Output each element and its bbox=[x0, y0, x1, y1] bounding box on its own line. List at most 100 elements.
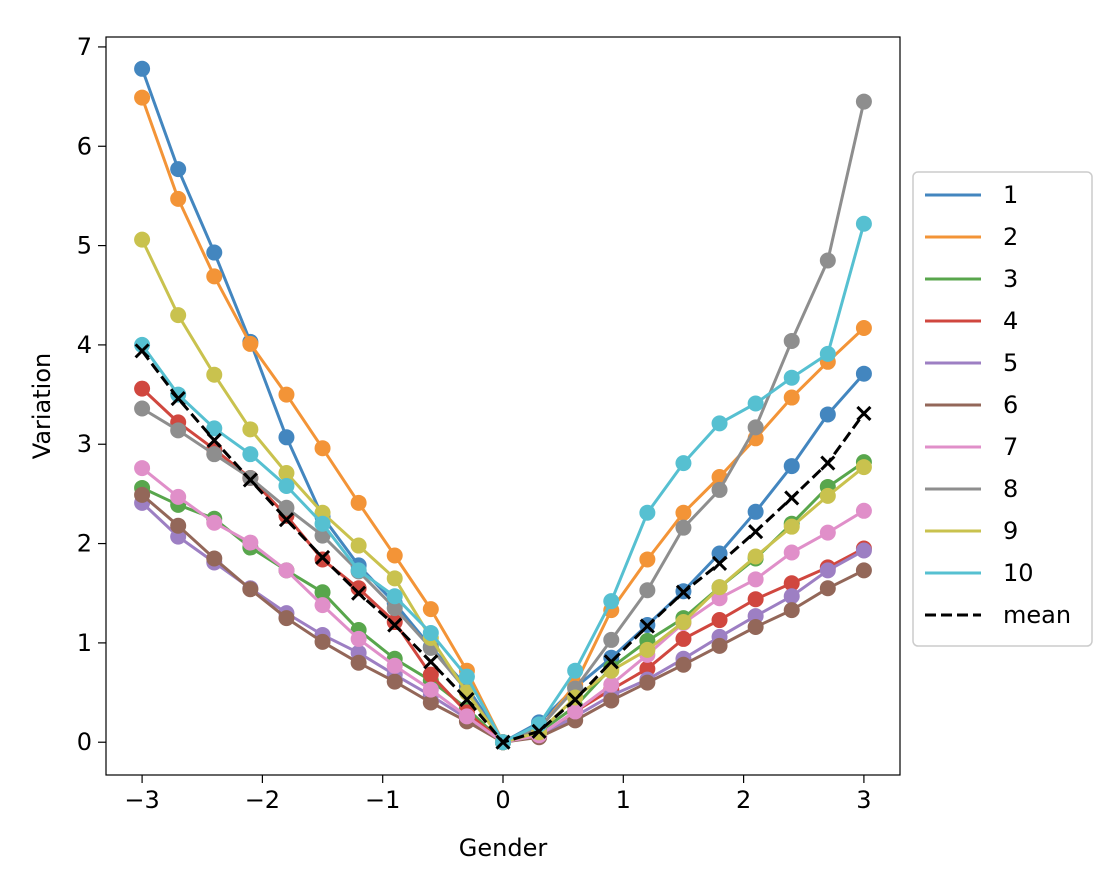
data-point-8 bbox=[206, 446, 223, 463]
data-point-9 bbox=[711, 579, 728, 596]
legend-item-1: 1 bbox=[925, 181, 1018, 209]
data-point-4 bbox=[386, 614, 403, 631]
data-point-8 bbox=[675, 519, 692, 536]
plot-series bbox=[134, 60, 872, 751]
data-point-9 bbox=[855, 459, 872, 476]
data-point-10 bbox=[639, 504, 656, 521]
data-point-mean bbox=[603, 654, 619, 670]
x-tick-label: −3 bbox=[124, 786, 159, 814]
data-point-4 bbox=[711, 612, 728, 629]
data-point-4 bbox=[747, 591, 764, 608]
y-tick-label: 3 bbox=[77, 430, 92, 458]
data-point-mean bbox=[820, 455, 836, 471]
data-point-7 bbox=[170, 488, 187, 505]
data-point-9 bbox=[675, 614, 692, 631]
data-point-6 bbox=[819, 580, 836, 597]
data-point-7 bbox=[134, 460, 151, 477]
legend-item-6: 6 bbox=[925, 391, 1018, 419]
x-tick-label: 2 bbox=[736, 786, 751, 814]
data-point-6 bbox=[603, 692, 620, 709]
legend-box bbox=[912, 171, 1093, 647]
data-point-8 bbox=[639, 582, 656, 599]
data-point-9 bbox=[639, 641, 656, 658]
y-tick-label: 6 bbox=[77, 132, 92, 160]
data-point-mean bbox=[748, 524, 764, 540]
data-point-5 bbox=[855, 542, 872, 559]
data-point-mean bbox=[856, 405, 872, 422]
data-point-1 bbox=[278, 429, 295, 446]
data-point-6 bbox=[206, 550, 223, 567]
data-point-mean bbox=[784, 490, 800, 506]
data-point-7 bbox=[314, 597, 331, 614]
data-point-8 bbox=[170, 422, 187, 439]
data-point-9 bbox=[603, 662, 620, 679]
x-tick-label: 3 bbox=[856, 786, 871, 814]
data-point-10 bbox=[350, 562, 367, 579]
series-mean bbox=[134, 343, 872, 750]
data-point-8 bbox=[278, 499, 295, 516]
data-point-10 bbox=[675, 455, 692, 472]
data-point-5 bbox=[783, 588, 800, 605]
data-point-1 bbox=[783, 458, 800, 475]
data-point-1 bbox=[819, 406, 836, 423]
y-tick-label: 1 bbox=[77, 629, 92, 657]
data-point-1 bbox=[170, 161, 187, 178]
data-point-mean bbox=[242, 472, 258, 488]
data-point-mean bbox=[134, 343, 150, 359]
data-point-mean bbox=[278, 512, 295, 528]
legend-label: 8 bbox=[1003, 475, 1018, 503]
data-point-6 bbox=[639, 674, 656, 691]
data-point-2 bbox=[639, 551, 656, 568]
data-point-2 bbox=[783, 389, 800, 406]
legend-label: 7 bbox=[1003, 433, 1018, 461]
data-point-6 bbox=[675, 656, 692, 673]
data-point-7 bbox=[855, 502, 872, 519]
y-tick-label: 0 bbox=[77, 728, 92, 756]
x-tick-label: 1 bbox=[616, 786, 631, 814]
data-point-8 bbox=[603, 631, 620, 648]
data-point-2 bbox=[242, 335, 259, 352]
data-point-7 bbox=[422, 681, 439, 698]
data-point-mean bbox=[675, 584, 692, 600]
legend: 1 2 3 4 5 6 7 8 9 10 mean bbox=[912, 171, 1093, 647]
data-point-8 bbox=[819, 252, 836, 269]
legend-label: 6 bbox=[1003, 391, 1018, 419]
data-point-10 bbox=[422, 624, 439, 641]
data-point-2 bbox=[422, 601, 439, 618]
data-point-mean bbox=[170, 390, 186, 407]
data-point-1 bbox=[134, 60, 151, 77]
data-point-1 bbox=[747, 503, 764, 520]
data-point-6 bbox=[783, 602, 800, 619]
data-point-mean bbox=[387, 617, 403, 633]
y-tick-label: 5 bbox=[77, 232, 92, 260]
data-point-2 bbox=[170, 190, 187, 207]
x-tick-label: 0 bbox=[495, 786, 510, 814]
y-tick-label: 4 bbox=[77, 331, 92, 359]
data-point-2 bbox=[278, 386, 295, 403]
data-point-7 bbox=[206, 514, 223, 531]
data-point-2 bbox=[386, 547, 403, 564]
data-point-3 bbox=[314, 584, 331, 601]
data-point-10 bbox=[242, 446, 259, 463]
x-tick-label: −1 bbox=[365, 786, 400, 814]
data-point-9 bbox=[747, 548, 764, 565]
data-point-10 bbox=[819, 345, 836, 362]
data-point-7 bbox=[603, 676, 620, 693]
x-tick-label: −2 bbox=[245, 786, 280, 814]
data-point-6 bbox=[711, 637, 728, 654]
data-point-10 bbox=[206, 420, 223, 437]
data-point-2 bbox=[855, 320, 872, 337]
data-point-5 bbox=[819, 562, 836, 579]
data-point-mean bbox=[351, 585, 367, 601]
legend-label: 5 bbox=[1003, 349, 1018, 377]
legend-item-4: 4 bbox=[925, 307, 1018, 335]
data-point-7 bbox=[242, 534, 259, 551]
data-point-6 bbox=[314, 633, 331, 650]
legend-item-3: 3 bbox=[925, 265, 1018, 293]
y-tick-label: 7 bbox=[77, 33, 92, 61]
legend-item-8: 8 bbox=[925, 475, 1018, 503]
data-point-mean bbox=[567, 691, 583, 708]
x-axis: −3 −2 −1 0 1 2 3 bbox=[124, 775, 872, 814]
legend-item-2: 2 bbox=[925, 223, 1018, 251]
y-axis: 0 1 2 3 4 5 6 7 bbox=[77, 33, 106, 756]
